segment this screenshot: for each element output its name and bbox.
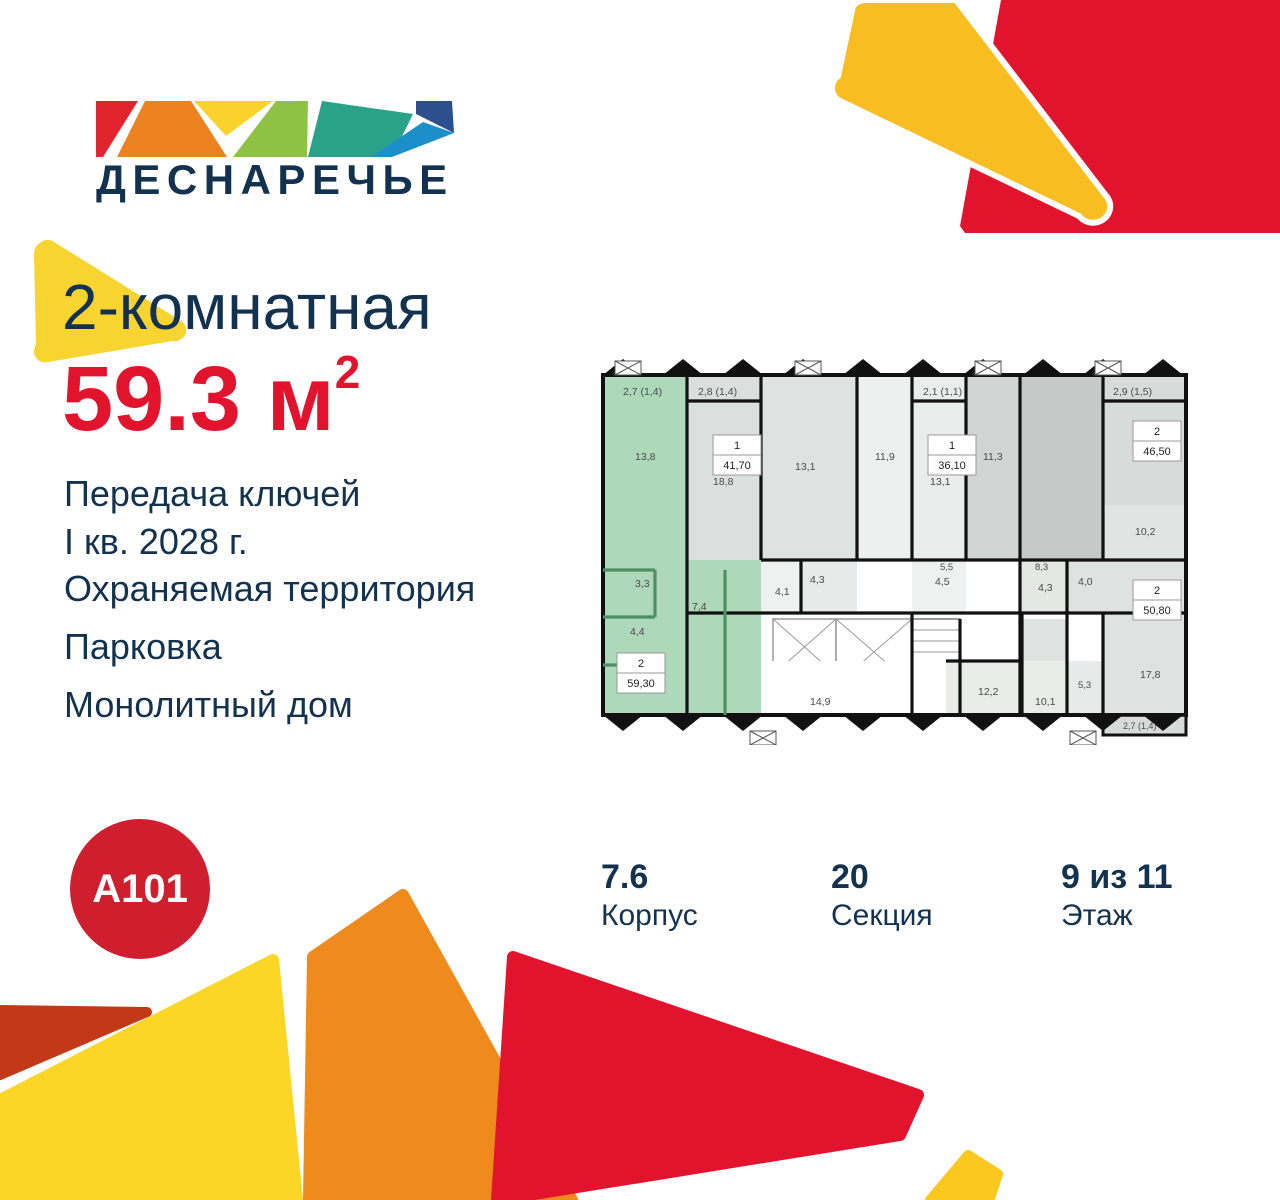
- svg-text:12,2: 12,2: [978, 686, 999, 698]
- svg-text:2,7 (1,4): 2,7 (1,4): [1123, 721, 1157, 731]
- svg-text:5,5: 5,5: [940, 562, 953, 573]
- svg-text:2: 2: [1154, 585, 1160, 597]
- svg-text:7,4: 7,4: [692, 601, 707, 613]
- svg-text:2,9 (1,5): 2,9 (1,5): [1113, 386, 1152, 398]
- svg-text:10,1: 10,1: [1035, 696, 1056, 708]
- svg-text:4,5: 4,5: [935, 576, 950, 588]
- svg-text:4,1: 4,1: [775, 586, 790, 598]
- svg-text:8,3: 8,3: [1035, 562, 1048, 573]
- svg-text:11,3: 11,3: [983, 451, 1003, 463]
- svg-text:4,3: 4,3: [810, 574, 825, 586]
- svg-text:18,8: 18,8: [713, 476, 734, 488]
- svg-text:13,1: 13,1: [795, 461, 816, 473]
- svg-text:46,50: 46,50: [1143, 446, 1171, 458]
- svg-text:14,9: 14,9: [810, 696, 831, 708]
- svg-text:2,8 (1,4): 2,8 (1,4): [698, 386, 737, 398]
- svg-text:41,70: 41,70: [723, 460, 751, 472]
- svg-text:10,2: 10,2: [1135, 526, 1156, 538]
- svg-text:4,4: 4,4: [630, 626, 645, 638]
- svg-text:13,1: 13,1: [930, 476, 951, 488]
- svg-text:2: 2: [638, 658, 644, 670]
- svg-text:1: 1: [734, 440, 740, 452]
- svg-text:2,7 (1,4): 2,7 (1,4): [623, 386, 662, 398]
- svg-text:36,10: 36,10: [938, 460, 966, 472]
- svg-text:3,3: 3,3: [635, 578, 650, 590]
- svg-text:13,8: 13,8: [635, 451, 656, 463]
- svg-text:2: 2: [1154, 426, 1160, 438]
- svg-text:50,80: 50,80: [1143, 605, 1171, 617]
- svg-text:4,3: 4,3: [1038, 582, 1053, 594]
- svg-text:59,30: 59,30: [627, 678, 655, 690]
- svg-text:5,3: 5,3: [1078, 680, 1091, 691]
- svg-text:4,0: 4,0: [1078, 576, 1093, 588]
- svg-text:17,8: 17,8: [1140, 669, 1161, 681]
- svg-text:2,1 (1,1): 2,1 (1,1): [923, 386, 962, 398]
- svg-text:11,9: 11,9: [875, 451, 895, 463]
- svg-text:1: 1: [949, 440, 955, 452]
